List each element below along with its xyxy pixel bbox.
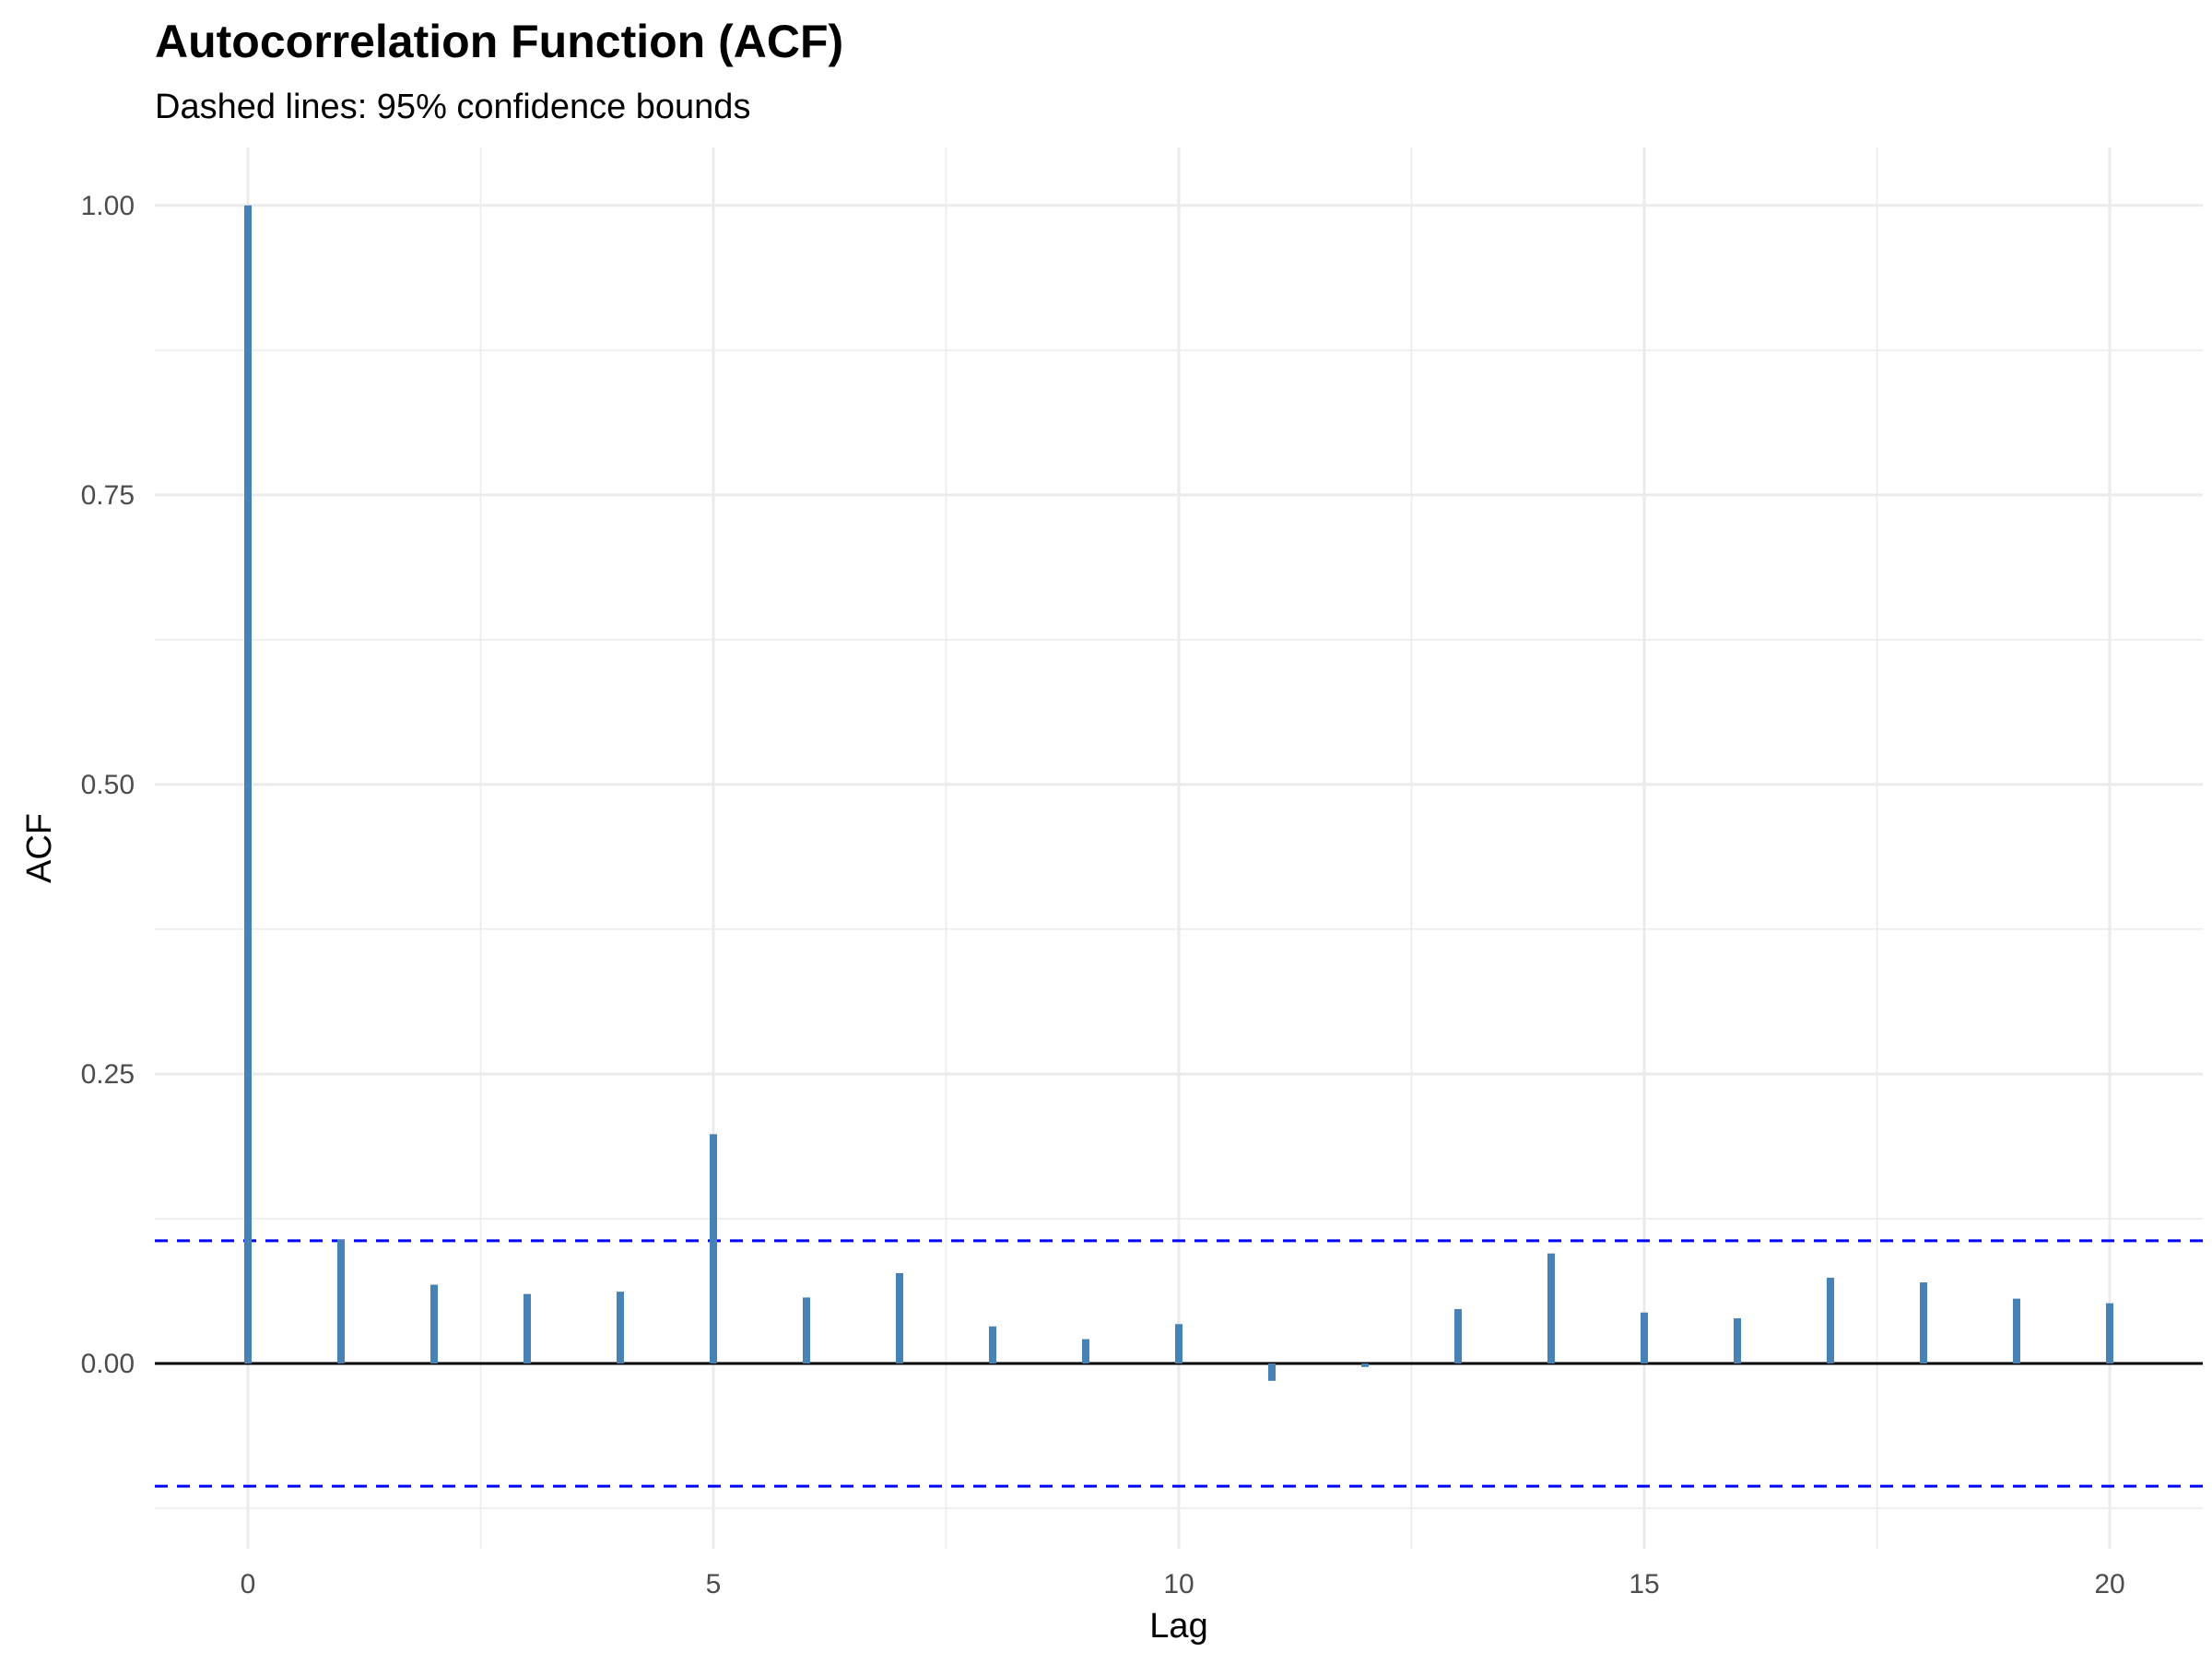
y-tick-label: 0.75 [81, 480, 135, 511]
acf-bar-lag-1 [337, 1239, 345, 1364]
chart-subtitle: Dashed lines: 95% confidence bounds [155, 88, 750, 126]
acf-bar-lag-16 [1734, 1318, 1741, 1364]
x-tick-label: 15 [1629, 1569, 1659, 1599]
acf-bar-lag-9 [1082, 1339, 1089, 1364]
acf-bars [244, 205, 2113, 1381]
x-axis-title: Lag [1149, 1607, 1207, 1646]
y-tick-label: 0.00 [81, 1349, 135, 1379]
x-tick-label: 5 [706, 1569, 722, 1599]
chart-title: Autocorrelation Function (ACF) [155, 16, 843, 67]
acf-bar-lag-3 [524, 1293, 531, 1364]
acf-bar-lag-2 [430, 1284, 438, 1364]
acf-bar-lag-6 [803, 1297, 810, 1364]
y-tick-label: 0.50 [81, 770, 135, 800]
tick-labels: 0 5 10 15 20 0.00 0.25 0.50 0.75 1.00 [81, 191, 2125, 1599]
acf-bar-lag-11 [1268, 1363, 1276, 1381]
acf-bar-lag-5 [710, 1134, 717, 1364]
confidence-bounds [155, 1239, 2203, 1488]
acf-bar-lag-13 [1454, 1308, 1462, 1364]
acf-bar-lag-15 [1641, 1312, 1648, 1364]
acf-bar-lag-17 [1827, 1278, 1834, 1364]
acf-bar-lag-14 [1547, 1253, 1555, 1364]
acf-bar-lag-10 [1175, 1324, 1182, 1364]
acf-bar-lag-8 [989, 1326, 996, 1364]
acf-bar-lag-0 [244, 205, 252, 1364]
acf-bar-lag-12 [1361, 1363, 1369, 1367]
y-axis-title: ACF [20, 813, 59, 883]
acf-bar-lag-19 [2013, 1298, 2020, 1364]
x-tick-label: 20 [2094, 1569, 2124, 1599]
acf-bar-lag-18 [1920, 1282, 1927, 1364]
x-tick-label: 10 [1163, 1569, 1194, 1599]
acf-bar-lag-4 [617, 1292, 624, 1364]
y-tick-label: 1.00 [81, 191, 135, 221]
x-tick-label: 0 [241, 1569, 256, 1599]
y-tick-label: 0.25 [81, 1059, 135, 1090]
acf-bar-lag-20 [2106, 1303, 2113, 1364]
acf-bar-lag-7 [896, 1273, 903, 1364]
